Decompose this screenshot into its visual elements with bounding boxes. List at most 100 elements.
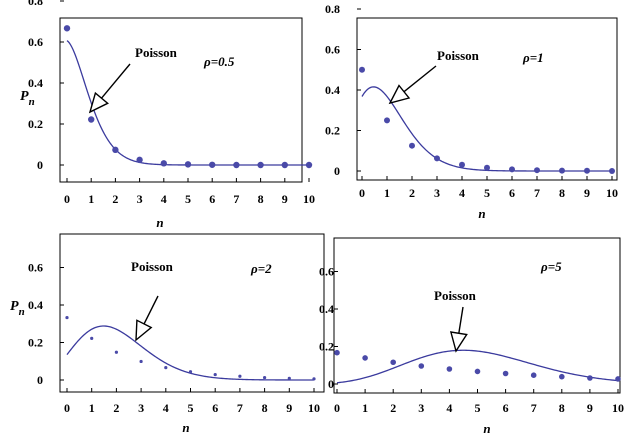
x-tick-label: 1 bbox=[89, 401, 95, 415]
x-tick-label: 10 bbox=[308, 401, 320, 415]
data-point bbox=[434, 155, 440, 162]
y-tick-label: 0.6 bbox=[319, 265, 334, 279]
data-point bbox=[65, 315, 69, 320]
plot-frame bbox=[59, 17, 303, 183]
x-tick-label: 5 bbox=[188, 401, 194, 415]
y-tick-label: 0.8 bbox=[28, 0, 43, 8]
data-point bbox=[160, 160, 167, 167]
x-tick-label: 2 bbox=[409, 186, 415, 200]
data-point bbox=[609, 168, 615, 174]
data-point bbox=[257, 161, 264, 169]
data-point bbox=[474, 368, 481, 375]
x-tick-label: 7 bbox=[531, 401, 537, 415]
data-point bbox=[418, 363, 425, 369]
x-tick-label: 8 bbox=[258, 192, 264, 206]
data-point bbox=[362, 355, 368, 361]
x-tick-label: 4 bbox=[459, 186, 465, 200]
x-tick-label: 9 bbox=[587, 401, 593, 415]
data-point bbox=[112, 146, 119, 154]
data-point bbox=[312, 377, 316, 381]
y-tick-label: 0.6 bbox=[28, 35, 43, 49]
y-axis-label-subscript: n bbox=[29, 96, 35, 108]
data-point bbox=[63, 25, 71, 32]
x-tick-label: 10 bbox=[303, 192, 315, 206]
poisson-arrow-shaft bbox=[403, 65, 437, 93]
x-tick-label: 6 bbox=[209, 192, 215, 206]
y-tick-label: 0.8 bbox=[325, 2, 340, 16]
y-tick-label: 0.2 bbox=[28, 336, 43, 350]
poisson-arrow-label: Poisson bbox=[437, 48, 480, 63]
rho-annotation: ρ=1 bbox=[522, 50, 544, 65]
y-tick-label: 0.4 bbox=[325, 83, 340, 97]
x-tick-label: 7 bbox=[237, 401, 243, 415]
data-point bbox=[213, 372, 217, 377]
data-point bbox=[615, 376, 621, 382]
x-tick-label: 1 bbox=[88, 192, 94, 206]
data-point bbox=[188, 370, 193, 374]
x-tick-label: 5 bbox=[185, 192, 191, 206]
x-tick-label: 10 bbox=[606, 186, 618, 200]
x-tick-label: 10 bbox=[612, 401, 624, 415]
x-tick-label: 0 bbox=[64, 192, 70, 206]
poisson-curve bbox=[336, 349, 619, 384]
x-tick-label: 4 bbox=[446, 401, 452, 415]
x-axis-label: n bbox=[478, 206, 485, 221]
rho-annotation: ρ=5 bbox=[540, 259, 562, 274]
data-point bbox=[164, 366, 168, 370]
x-tick-label: 3 bbox=[137, 192, 143, 206]
data-point bbox=[502, 370, 509, 377]
poisson-arrow-head bbox=[88, 91, 109, 114]
data-point bbox=[209, 161, 216, 168]
x-tick-label: 9 bbox=[584, 186, 590, 200]
x-axis-label: n bbox=[182, 420, 189, 435]
data-point bbox=[359, 66, 365, 73]
plot-frame bbox=[59, 233, 325, 393]
y-tick-label: 0.2 bbox=[28, 117, 43, 131]
x-tick-label: 1 bbox=[362, 401, 368, 415]
x-tick-label: 2 bbox=[112, 192, 118, 206]
x-tick-label: 7 bbox=[233, 192, 239, 206]
data-point bbox=[184, 161, 192, 168]
y-tick-label: 0.6 bbox=[325, 43, 340, 57]
x-axis-label: n bbox=[156, 215, 163, 230]
data-point bbox=[334, 349, 340, 356]
y-tick-label: 0 bbox=[334, 164, 340, 178]
data-point bbox=[409, 142, 415, 149]
x-tick-label: 6 bbox=[212, 401, 218, 415]
x-tick-label: 5 bbox=[484, 186, 490, 200]
y-tick-label: 0.2 bbox=[325, 124, 340, 138]
y-tick-label: 0.4 bbox=[28, 298, 43, 312]
poisson-arrow-shaft bbox=[458, 306, 464, 334]
y-tick-label: 0.4 bbox=[319, 302, 334, 316]
y-tick-label: 0.2 bbox=[319, 340, 334, 354]
x-tick-label: 5 bbox=[475, 401, 481, 415]
y-tick-label: 0.4 bbox=[28, 76, 43, 90]
x-tick-label: 6 bbox=[503, 401, 509, 415]
x-tick-label: 2 bbox=[390, 401, 396, 415]
data-point bbox=[287, 376, 291, 380]
poisson-arrow-shaft bbox=[100, 63, 131, 99]
x-tick-label: 4 bbox=[163, 401, 169, 415]
chart-panel-2: 0 1 2 3 4 5 6 7 8 9 10 0 0.2 0.4 0.6 0.8 n ρ=1 Poisson bbox=[325, 2, 618, 221]
y-tick-label: 0.6 bbox=[28, 261, 43, 275]
x-tick-label: 9 bbox=[286, 401, 292, 415]
data-point bbox=[136, 156, 143, 164]
data-point bbox=[263, 375, 267, 380]
x-tick-label: 8 bbox=[262, 401, 268, 415]
y-tick-label: 0 bbox=[37, 373, 43, 387]
data-point bbox=[90, 336, 94, 340]
y-tick-label: 0 bbox=[328, 377, 334, 391]
x-tick-label: 3 bbox=[138, 401, 144, 415]
data-point bbox=[446, 366, 453, 372]
data-point bbox=[509, 166, 515, 173]
data-point bbox=[139, 359, 143, 364]
poisson-arrow-label: Poisson bbox=[434, 288, 477, 303]
data-point bbox=[559, 167, 565, 174]
data-point bbox=[384, 117, 390, 124]
rho-annotation: ρ=0.5 bbox=[203, 54, 235, 69]
x-tick-label: 2 bbox=[113, 401, 119, 415]
poisson-arrow-label: Poisson bbox=[135, 45, 178, 60]
